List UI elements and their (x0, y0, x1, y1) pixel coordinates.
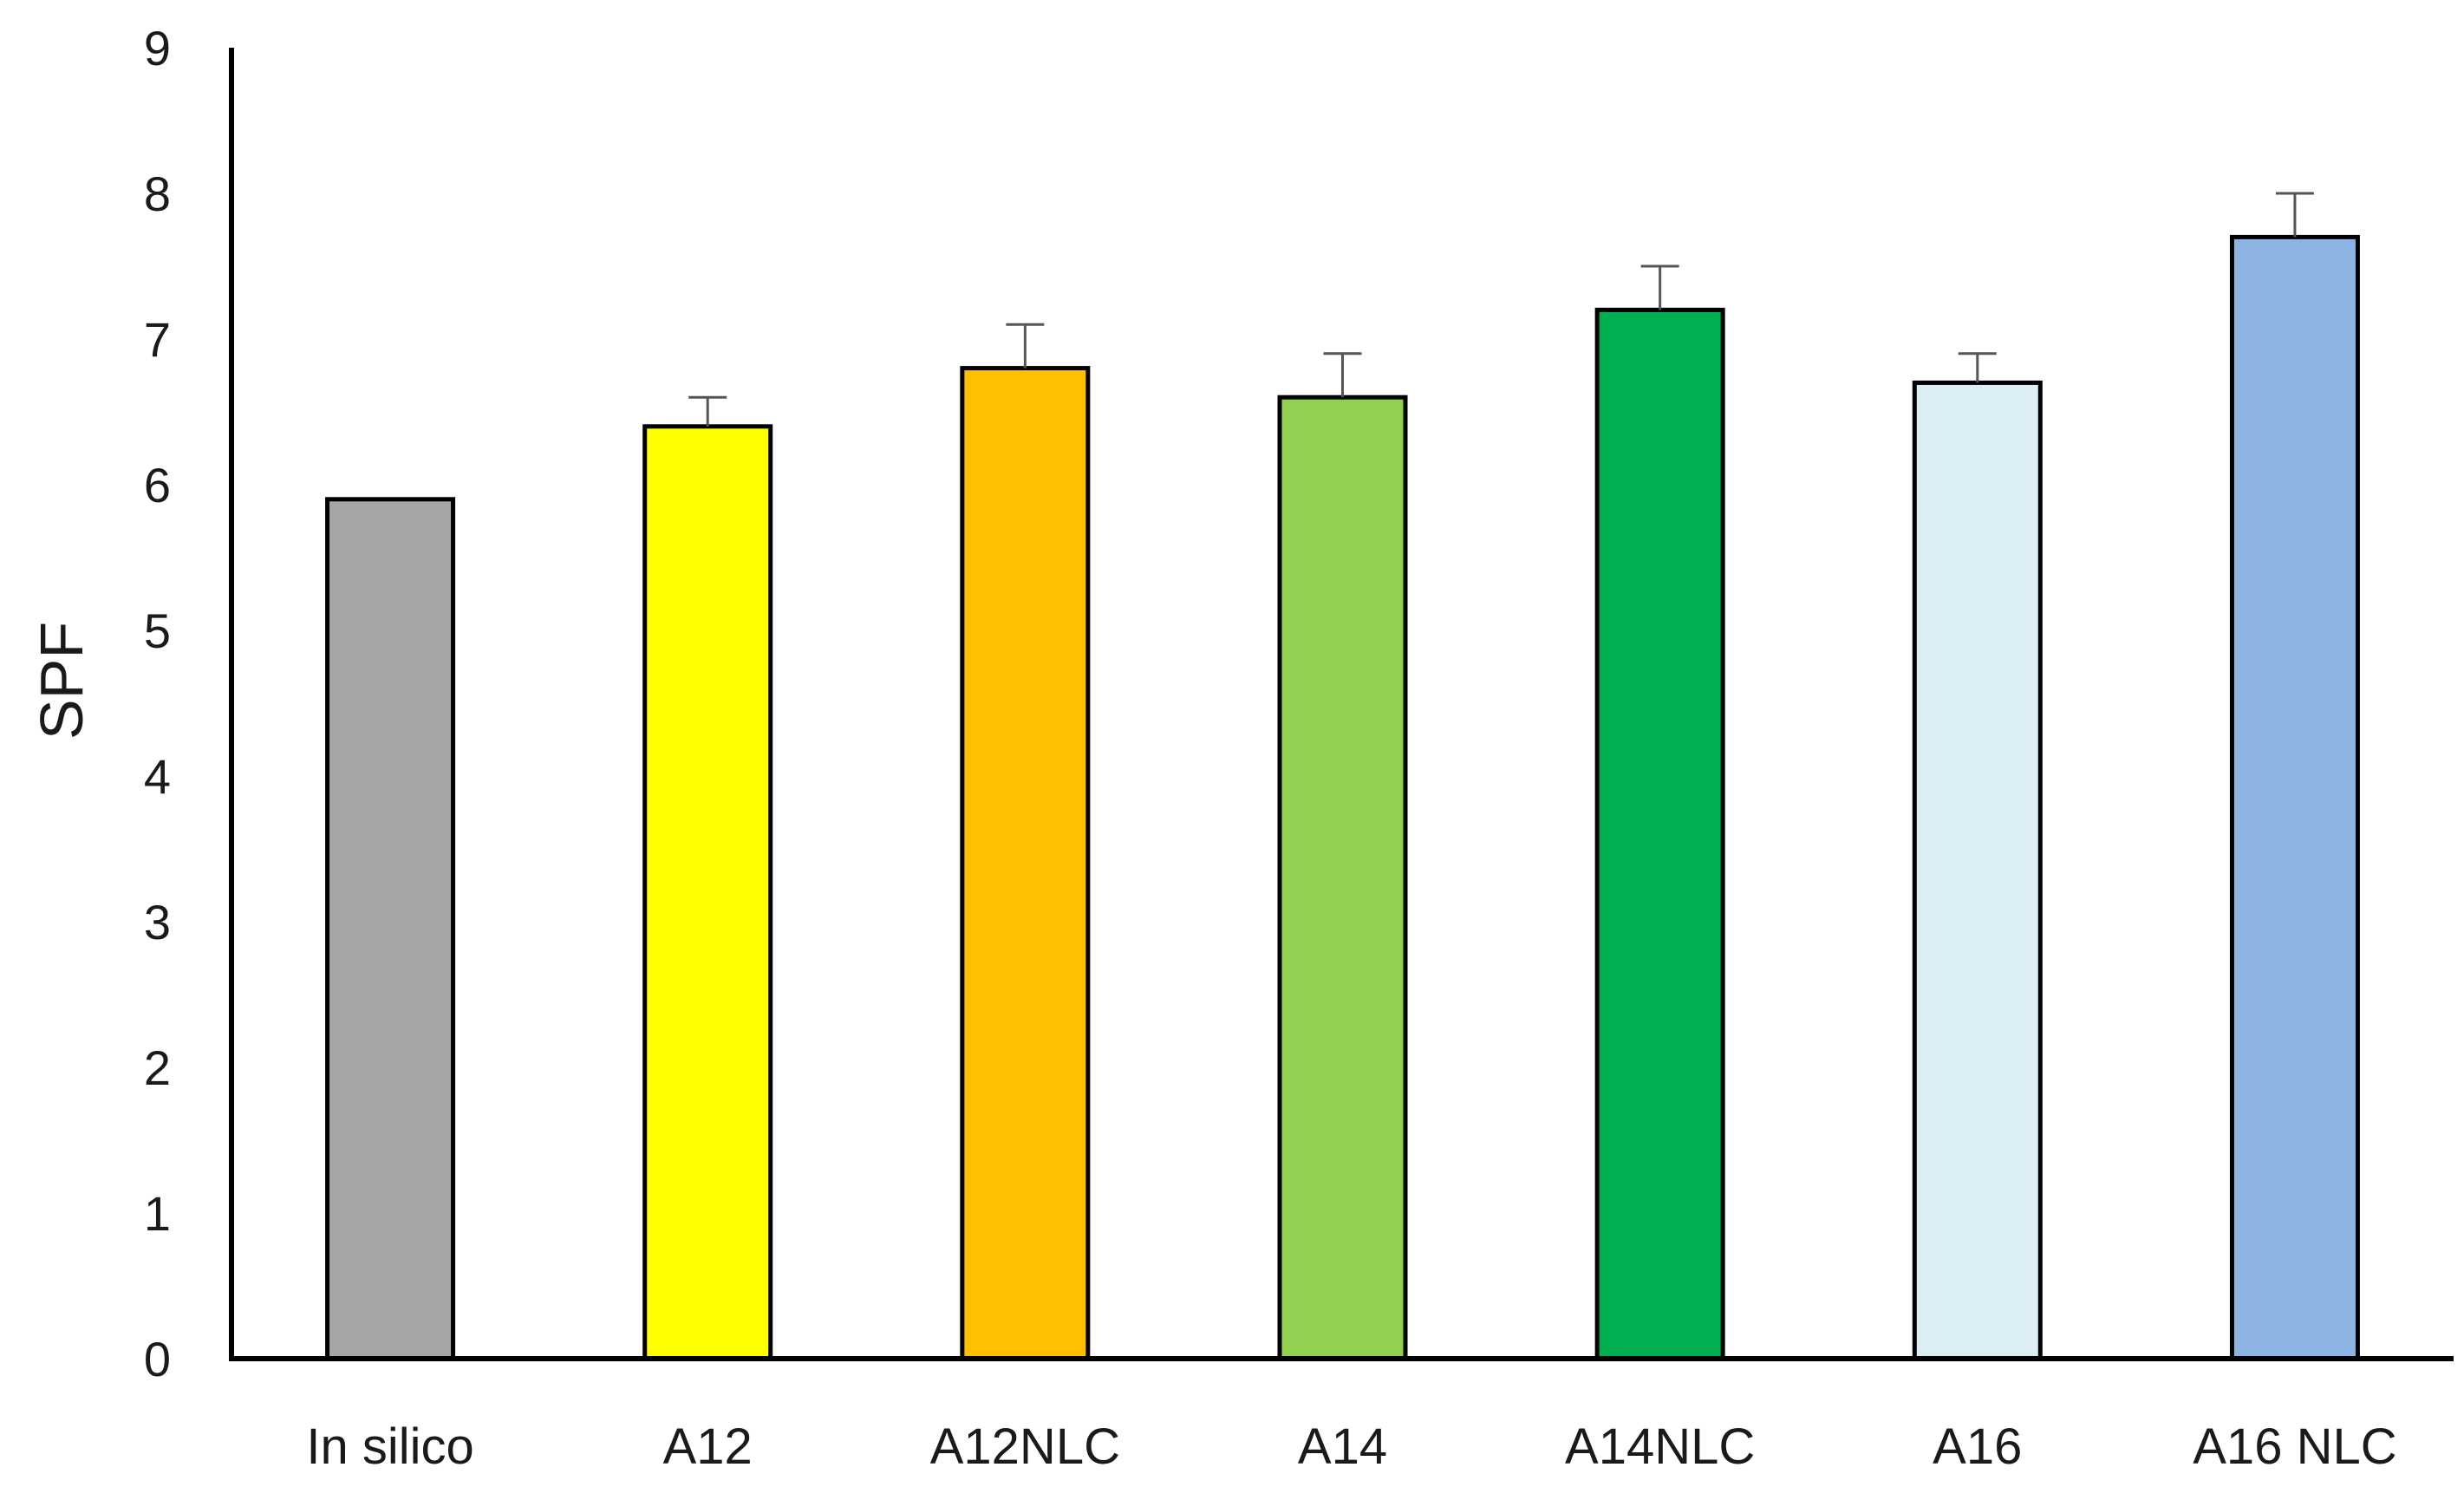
y-axis-title: SPF (28, 622, 95, 740)
bar (960, 366, 1091, 1361)
y-tick-label: 7 (144, 312, 171, 367)
bar (1912, 380, 2043, 1361)
y-tick-labels: 0 1 2 3 4 5 6 7 8 9 (144, 21, 171, 1386)
y-tick-label: 3 (144, 895, 171, 949)
bar (1277, 395, 1408, 1361)
bar (2229, 234, 2360, 1361)
y-tick-label: 5 (144, 603, 171, 658)
bar (325, 497, 456, 1361)
category-labels: In silico A12 A12NLC A14 A14NLC A16 A16 NLC (306, 1418, 2396, 1475)
category-label: A12 (663, 1418, 753, 1475)
category-label: A14 (1298, 1418, 1387, 1475)
bar (642, 424, 773, 1361)
category-label: In silico (306, 1418, 473, 1475)
y-tick-label: 6 (144, 458, 171, 512)
category-label: A12NLC (930, 1418, 1120, 1475)
y-tick-label: 8 (144, 166, 171, 221)
y-tick-label: 2 (144, 1040, 171, 1095)
bars (325, 234, 2360, 1361)
bar (1594, 307, 1725, 1361)
y-tick-label: 1 (144, 1186, 171, 1241)
category-label: A16 NLC (2193, 1418, 2396, 1475)
y-tick-label: 9 (144, 21, 171, 75)
y-tick-label: 0 (144, 1332, 171, 1386)
error-bars (688, 192, 2314, 427)
category-label: A14NLC (1565, 1418, 1755, 1475)
category-label: A16 (1933, 1418, 2022, 1475)
y-tick-label: 4 (144, 749, 171, 804)
